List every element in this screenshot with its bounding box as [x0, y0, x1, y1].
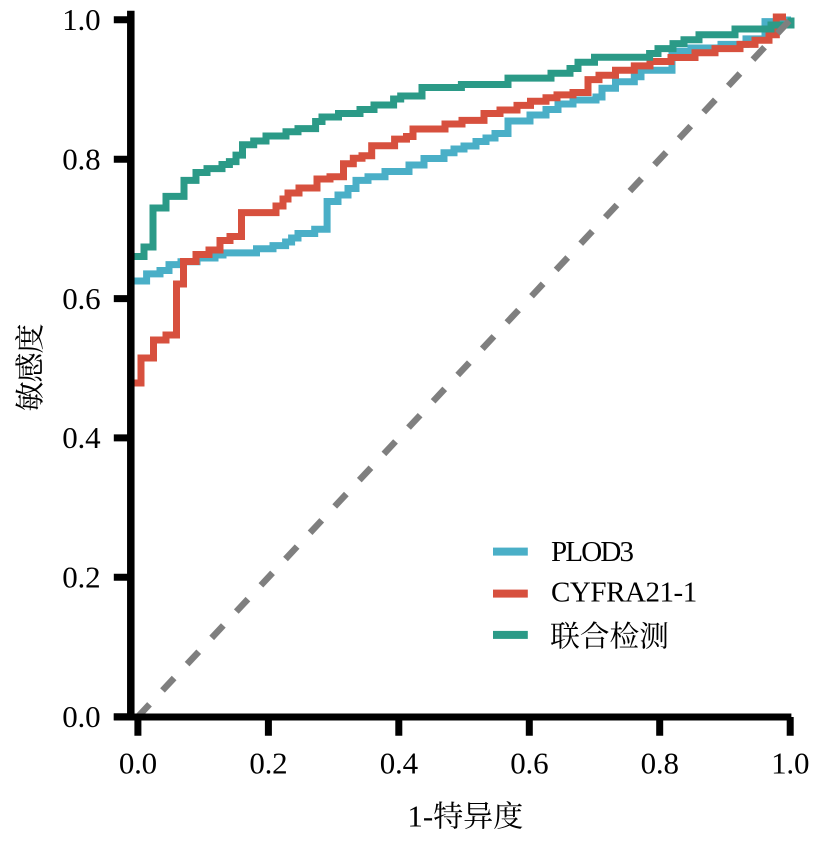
svg-text:1.0: 1.0	[62, 2, 100, 37]
svg-text:1-: 1-	[407, 799, 433, 834]
svg-text:0.0: 0.0	[119, 746, 157, 781]
svg-text:CYFRA21-1: CYFRA21-1	[551, 577, 697, 609]
svg-text:0.6: 0.6	[510, 746, 548, 781]
svg-text:0.4: 0.4	[380, 746, 419, 781]
svg-text:0.0: 0.0	[62, 699, 100, 734]
svg-text:0.6: 0.6	[62, 281, 100, 316]
svg-text:0.2: 0.2	[249, 746, 287, 781]
svg-text:0.8: 0.8	[641, 746, 679, 781]
svg-text:PLOD3: PLOD3	[551, 536, 634, 568]
svg-text:0.2: 0.2	[62, 560, 100, 595]
svg-text:0.8: 0.8	[62, 142, 100, 177]
svg-text:0.4: 0.4	[62, 420, 101, 455]
svg-text:1.0: 1.0	[771, 746, 809, 781]
